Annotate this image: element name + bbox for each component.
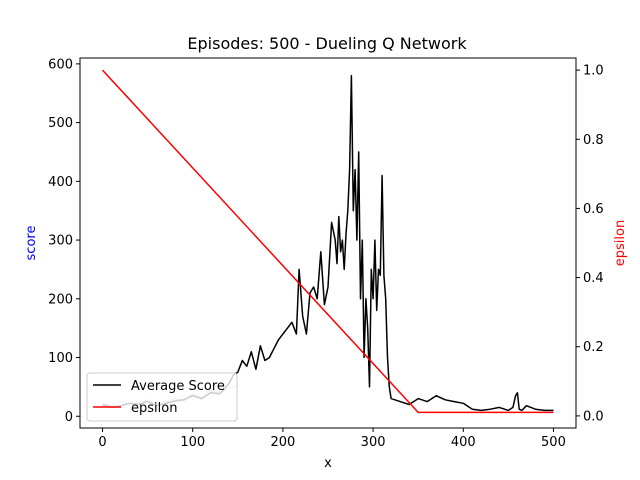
legend-box xyxy=(86,372,238,422)
y-right-tick-label: 0.4 xyxy=(583,271,604,286)
y-left-tick-label: 600 xyxy=(48,57,73,72)
y-right-tick-label: 0.8 xyxy=(583,133,604,148)
y-axis-right: 0.0 0.2 0.4 0.6 0.8 1.0 xyxy=(576,64,604,424)
y-left-tick-label: 300 xyxy=(48,234,73,249)
x-tick-label: 300 xyxy=(361,435,386,450)
y-right-tick-label: 1.0 xyxy=(583,64,604,79)
y-right-tick-label: 0.0 xyxy=(583,409,604,424)
x-tick-label: 400 xyxy=(451,435,476,450)
x-axis-label: x xyxy=(324,456,332,471)
x-tick-label: 100 xyxy=(180,435,205,450)
series-line-epsilon xyxy=(101,69,554,414)
x-tick-label: 0 xyxy=(98,435,106,450)
legend: Average Score epsilon xyxy=(86,372,238,422)
legend-label-average-score: Average Score xyxy=(131,379,225,394)
series-line-average-score xyxy=(102,74,554,412)
y-left-tick-label: 200 xyxy=(48,292,73,307)
plot-frame xyxy=(79,57,577,429)
x-tick-label: 500 xyxy=(541,435,566,450)
y-axis-left-label: score xyxy=(24,226,39,261)
x-tick-label: 200 xyxy=(270,435,295,450)
y-right-tick-label: 0.6 xyxy=(583,202,604,217)
chart-title: Episodes: 500 - Dueling Q Network xyxy=(187,34,467,53)
y-right-tick-label: 0.2 xyxy=(583,340,604,355)
y-left-tick-label: 500 xyxy=(48,116,73,131)
y-axis-left: 0 100 200 300 400 500 600 xyxy=(48,57,80,425)
y-left-tick-label: 0 xyxy=(65,410,73,425)
legend-label-epsilon: epsilon xyxy=(131,401,177,416)
plot-area xyxy=(101,69,554,414)
x-axis: 0 100 200 300 400 500 xyxy=(98,428,566,450)
y-left-tick-label: 400 xyxy=(48,175,73,190)
y-axis-right-label: epsilon xyxy=(613,220,628,266)
y-left-tick-label: 100 xyxy=(48,351,73,366)
